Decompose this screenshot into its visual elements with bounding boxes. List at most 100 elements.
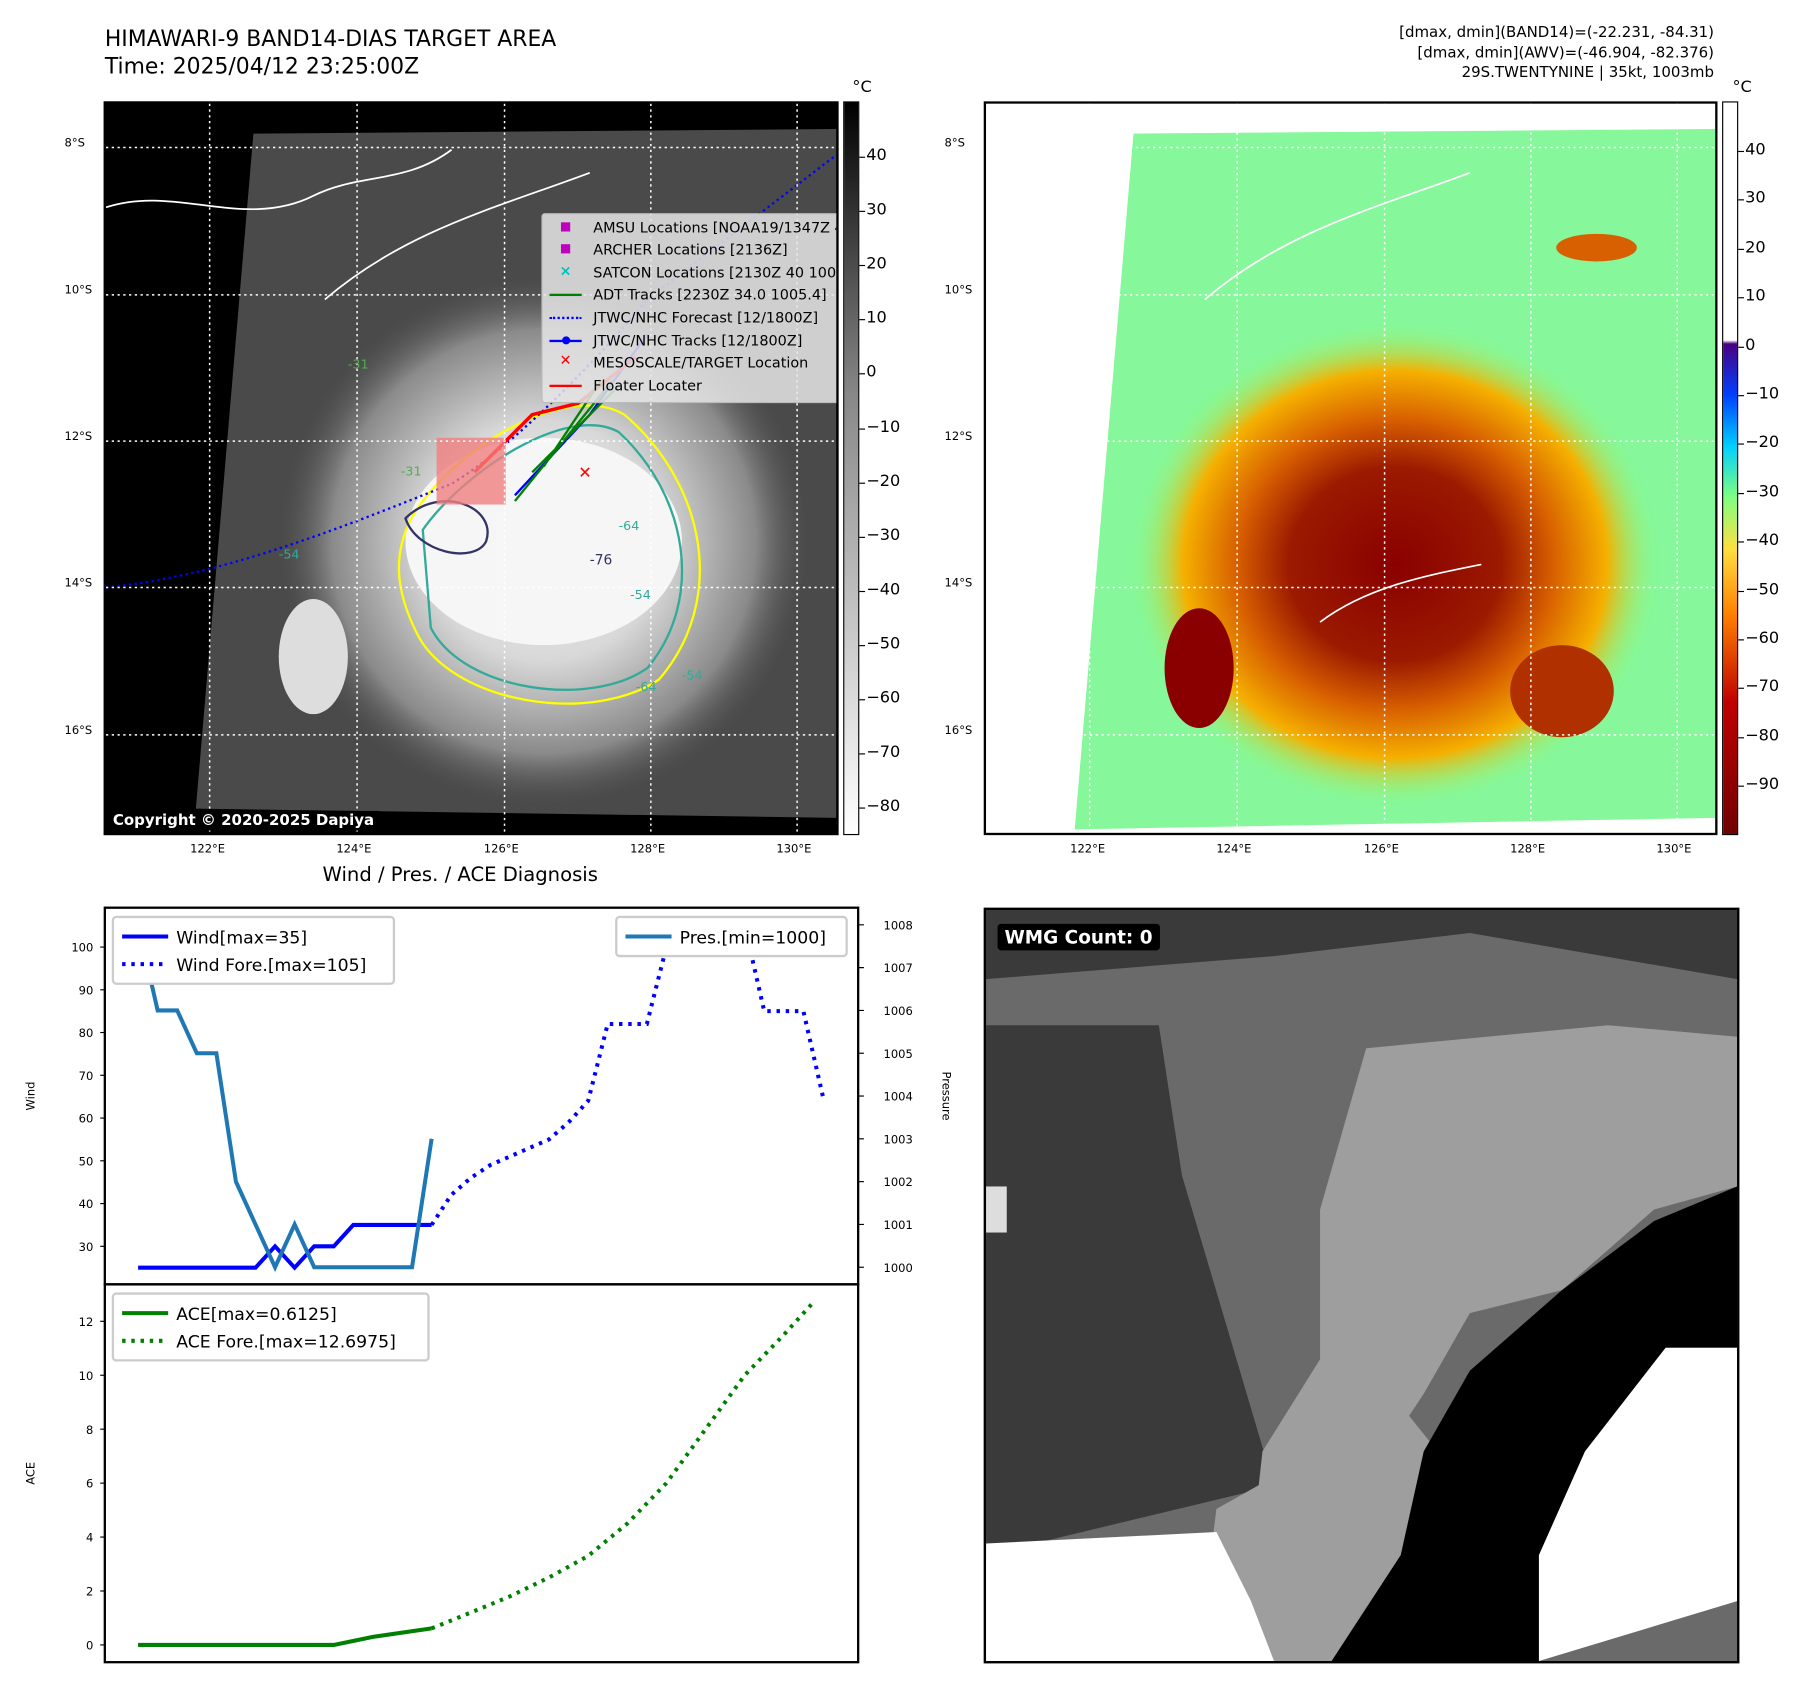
y2-tick-label: 1000	[884, 1261, 913, 1275]
contour-label: -54	[682, 668, 703, 683]
series-line-wind-fore-	[429, 923, 825, 1227]
colorbar-tick-label: −60	[1745, 628, 1780, 648]
y2-tick-label: 1001	[884, 1218, 913, 1232]
y2-tick-label: 1003	[884, 1132, 913, 1146]
y-tick-label: 30	[79, 1240, 94, 1254]
lon-tick-label: 130°E	[776, 843, 812, 856]
colorbar-tick-label: 0	[1745, 335, 1756, 355]
colorbar-tick	[1738, 297, 1744, 299]
band14-stats: [dmax, dmin](BAND14)=(-22.231, -84.31)	[1399, 24, 1715, 42]
y-tick-label: 80	[79, 1026, 94, 1040]
stats-header: [dmax, dmin](BAND14)=(-22.231, -84.31) […	[1399, 23, 1714, 83]
colorbar-tick	[859, 373, 866, 375]
y2-tick-label: 1008	[884, 918, 913, 932]
wmg-image	[986, 910, 1738, 1662]
y2-axis-label: Pressure	[939, 1071, 953, 1120]
colorbar-tick-label: −60	[866, 688, 901, 708]
legend-archer: ARCHER Locations [2136Z]	[593, 240, 788, 259]
colorbar-tick	[1738, 639, 1744, 641]
colorbar-tick	[1738, 492, 1744, 494]
chart-title: Wind / Pres. / ACE Diagnosis	[322, 863, 598, 887]
colorbar-tick-label: −70	[866, 743, 901, 762]
y-tick-label: 50	[79, 1154, 94, 1168]
contour-label: -54	[279, 547, 300, 562]
series-line-ace-fore-	[430, 1301, 815, 1631]
y-axis-label: ACE	[24, 1462, 38, 1485]
contour-label: -76	[590, 552, 613, 568]
legend-label: ACE Fore.[max=12.6975]	[176, 1333, 396, 1353]
contour-label: -31	[401, 464, 422, 479]
colorbar-tick	[859, 807, 866, 809]
chart-legend	[111, 915, 396, 985]
legend-label: Pres.[min=1000]	[680, 928, 826, 948]
legend-label: Wind Fore.[max=105]	[176, 956, 366, 976]
colorbar-tick	[859, 427, 866, 430]
lat-tick-label: 10°S	[944, 284, 973, 298]
colorbar-tick	[859, 265, 866, 267]
line-dot-icon	[549, 329, 582, 351]
y2-tick-label: 1007	[884, 961, 913, 975]
time-text: Time: 2025/04/12 23:25:00Z	[104, 54, 420, 80]
colorbar-tick-label: −70	[1745, 677, 1780, 697]
colorbar-tick-label: −20	[866, 471, 901, 491]
y-tick-label: 60	[79, 1112, 94, 1126]
colorbar-tick-label: −80	[1745, 726, 1780, 746]
legend-satcon: SATCON Locations [2130Z 40 1000]	[593, 263, 839, 282]
band14-map: ✕ -31 -31 -54 -64 -76 -54 -64 -54 AMSU L…	[103, 101, 839, 836]
awv-colorbar	[1722, 101, 1739, 836]
lat-tick-label: 16°S	[64, 724, 93, 738]
colorbar-tick	[1738, 199, 1744, 201]
colorbar-tick-label: 20	[866, 254, 887, 274]
legend-label: Wind[max=35]	[176, 928, 307, 948]
colorbar-unit: °C	[1732, 78, 1752, 97]
lat-tick-label: 14°S	[944, 577, 973, 590]
colorbar-tick-label: 10	[866, 309, 887, 328]
colorbar-tick	[859, 644, 866, 647]
colorbar-tick-label: −40	[1745, 531, 1780, 550]
figure-title: HIMAWARI-9 BAND14-DIAS TARGET AREA Time:…	[105, 25, 556, 80]
series-line-ace	[138, 1626, 432, 1647]
colorbar-tick-label: 30	[1745, 189, 1766, 208]
legend-target: MESOSCALE/TARGET Location	[593, 353, 809, 371]
colorbar-tick	[1738, 736, 1744, 739]
legend-label: ACE[max=0.6125]	[176, 1305, 336, 1325]
colorbar-tick-label: 30	[866, 200, 887, 219]
colorbar-tick	[1738, 346, 1744, 348]
colorbar-tick	[1738, 443, 1744, 446]
y-tick-label: 100	[71, 941, 93, 955]
lon-tick-label: 126°E	[1363, 843, 1399, 856]
colorbar-tick-label: 40	[866, 146, 887, 165]
colorbar-tick-label: −20	[1745, 433, 1780, 452]
lat-tick-label: 16°S	[944, 724, 973, 738]
legend-amsu: AMSU Locations [NOAA19/1347Z 44 1002]	[593, 218, 836, 237]
y-tick-label: 2	[86, 1585, 93, 1599]
y-tick-label: 70	[79, 1069, 94, 1083]
contour-label: -54	[630, 587, 651, 602]
colorbar-tick-label: 20	[1745, 238, 1766, 257]
contour-label: -64	[619, 518, 640, 533]
x-marker-icon: ✕	[559, 351, 572, 369]
contour-label: -31	[348, 357, 369, 372]
lon-tick-label: 128°E	[630, 843, 666, 856]
lon-tick-label: 130°E	[1656, 843, 1692, 856]
lon-tick-label: 128°E	[1510, 843, 1546, 856]
lon-tick-label: 122°E	[190, 843, 226, 856]
lat-tick-label: 10°S	[64, 284, 93, 298]
colorbar-tick	[859, 590, 866, 592]
awv-image	[986, 103, 1716, 833]
colorbar-tick-label: −40	[866, 580, 901, 599]
y2-tick-label: 1004	[884, 1090, 913, 1104]
y-tick-label: 90	[79, 983, 94, 997]
lon-tick-label: 126°E	[483, 843, 519, 856]
square-marker-icon	[549, 217, 581, 239]
colorbar-tick-label: −50	[1745, 580, 1780, 599]
y-tick-label: 0	[86, 1639, 93, 1653]
colorbar-tick-label: −10	[1745, 384, 1780, 404]
colorbar-tick	[859, 156, 866, 158]
y2-tick-label: 1002	[884, 1175, 913, 1189]
colorbar-tick	[1738, 785, 1744, 787]
y-tick-label: 12	[79, 1315, 94, 1329]
colorbar-tick-label: −50	[866, 634, 901, 654]
colorbar-tick	[1738, 395, 1744, 397]
colorbar-unit: °C	[852, 78, 872, 97]
